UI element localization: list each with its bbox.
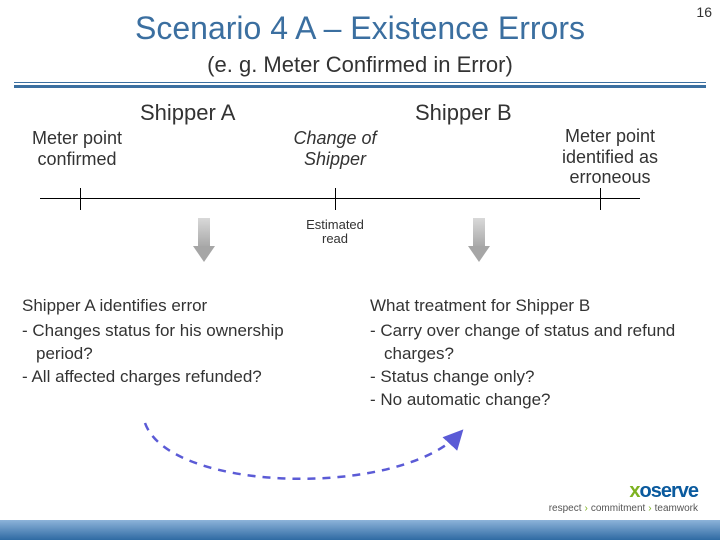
right-list: Carry over change of status and refund c… xyxy=(370,320,690,412)
slide: 16 Scenario 4 A – Existence Errors (e. g… xyxy=(0,0,720,540)
timeline-line xyxy=(40,198,640,199)
label-meter-erroneous: Meter point identified as erroneous xyxy=(540,126,680,188)
logo-brand: xoserve xyxy=(549,480,698,503)
left-list: Changes status for his ownership period?… xyxy=(22,320,342,389)
left-text-block: Shipper A identifies error Changes statu… xyxy=(22,295,342,389)
slide-title: Scenario 4 A – Existence Errors xyxy=(0,10,720,47)
down-arrow-icon xyxy=(470,218,488,262)
right-text-block: What treatment for Shipper B Carry over … xyxy=(370,295,690,412)
slide-subtitle: (e. g. Meter Confirmed in Error) xyxy=(0,52,720,78)
timeline-tick xyxy=(80,188,81,210)
list-item: No automatic change? xyxy=(384,389,690,412)
timeline-tick xyxy=(600,188,601,210)
logo: xoserve respect›commitment›teamwork xyxy=(549,480,698,514)
list-item: Carry over change of status and refund c… xyxy=(384,320,690,366)
logo-main: oserve xyxy=(640,480,699,502)
label-shipper-b: Shipper B xyxy=(415,100,512,126)
label-meter-confirmed: Meter point confirmed xyxy=(22,128,132,169)
logo-x: x xyxy=(629,480,639,502)
label-estimated-read: Estimated read xyxy=(295,218,375,247)
down-arrow-icon xyxy=(195,218,213,262)
left-heading: Shipper A identifies error xyxy=(22,295,342,318)
title-rule xyxy=(14,82,706,88)
footer-bar xyxy=(0,520,720,540)
right-heading: What treatment for Shipper B xyxy=(370,295,690,318)
dashed-arc-arrow-icon xyxy=(130,413,470,503)
list-item: Changes status for his ownership period? xyxy=(36,320,342,366)
label-shipper-a: Shipper A xyxy=(140,100,235,126)
logo-tagline: respect›commitment›teamwork xyxy=(549,503,698,514)
list-item: Status change only? xyxy=(384,366,690,389)
timeline-tick xyxy=(335,188,336,210)
label-change-of-shipper: Change of Shipper xyxy=(275,128,395,169)
list-item: All affected charges refunded? xyxy=(36,366,342,389)
